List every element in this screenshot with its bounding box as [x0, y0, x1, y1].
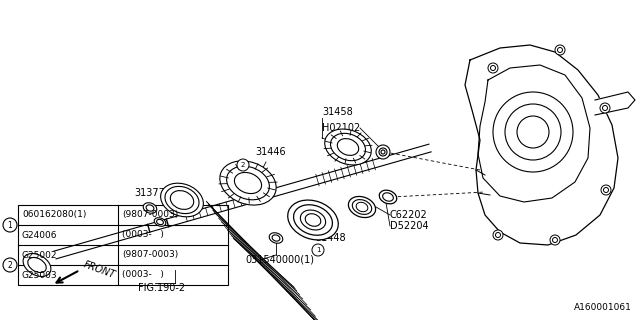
- Ellipse shape: [383, 193, 394, 201]
- Circle shape: [555, 45, 565, 55]
- Text: FRONT: FRONT: [82, 260, 116, 280]
- Ellipse shape: [28, 258, 46, 273]
- Text: G24006: G24006: [22, 230, 58, 239]
- Ellipse shape: [337, 139, 358, 156]
- Text: (9807-0003): (9807-0003): [122, 211, 179, 220]
- Circle shape: [379, 148, 387, 156]
- Circle shape: [237, 159, 249, 171]
- Circle shape: [3, 258, 17, 272]
- Text: H02102: H02102: [322, 123, 360, 133]
- Text: D52204: D52204: [390, 221, 429, 231]
- Ellipse shape: [305, 214, 321, 226]
- Circle shape: [602, 106, 607, 110]
- Circle shape: [505, 104, 561, 160]
- Ellipse shape: [300, 210, 326, 230]
- Polygon shape: [595, 92, 635, 115]
- Ellipse shape: [352, 200, 372, 214]
- Ellipse shape: [234, 172, 262, 194]
- Ellipse shape: [294, 205, 332, 235]
- Ellipse shape: [227, 166, 269, 200]
- Ellipse shape: [272, 235, 280, 241]
- Ellipse shape: [146, 205, 154, 211]
- Ellipse shape: [170, 191, 194, 209]
- Circle shape: [488, 63, 498, 73]
- Text: 1: 1: [316, 247, 320, 253]
- Text: (0003-   ): (0003- ): [122, 230, 164, 239]
- Bar: [18, 205, 228, 285]
- Text: 31448: 31448: [315, 233, 346, 243]
- Text: 31458: 31458: [322, 107, 353, 117]
- Ellipse shape: [143, 203, 157, 213]
- Ellipse shape: [157, 220, 163, 225]
- Ellipse shape: [23, 253, 51, 276]
- Circle shape: [557, 47, 563, 52]
- Circle shape: [552, 237, 557, 243]
- Ellipse shape: [161, 183, 204, 217]
- Circle shape: [376, 145, 390, 159]
- Circle shape: [517, 116, 549, 148]
- Text: 060162080(1): 060162080(1): [22, 211, 86, 220]
- Text: G25003: G25003: [22, 270, 58, 279]
- Circle shape: [601, 185, 611, 195]
- Circle shape: [312, 244, 324, 256]
- Text: 31446: 31446: [255, 147, 285, 157]
- Circle shape: [550, 235, 560, 245]
- Ellipse shape: [288, 200, 339, 240]
- Ellipse shape: [324, 129, 371, 165]
- Ellipse shape: [269, 233, 283, 243]
- Ellipse shape: [348, 196, 376, 218]
- Text: 1: 1: [8, 220, 12, 229]
- Ellipse shape: [330, 133, 365, 161]
- Circle shape: [3, 218, 17, 232]
- Ellipse shape: [380, 190, 397, 204]
- Circle shape: [495, 233, 500, 237]
- Text: FIG.190-2: FIG.190-2: [138, 283, 185, 293]
- Text: 31377: 31377: [134, 188, 165, 198]
- Circle shape: [493, 92, 573, 172]
- Circle shape: [381, 150, 385, 154]
- Text: (9807-0003): (9807-0003): [122, 251, 179, 260]
- Circle shape: [604, 188, 609, 193]
- Text: C62202: C62202: [390, 210, 428, 220]
- Text: G25002: G25002: [22, 251, 58, 260]
- Text: 031540000(1): 031540000(1): [245, 255, 314, 265]
- Ellipse shape: [165, 186, 199, 214]
- Text: A160001061: A160001061: [574, 303, 632, 312]
- Circle shape: [490, 66, 495, 70]
- Ellipse shape: [220, 161, 276, 205]
- Text: 2: 2: [8, 260, 12, 269]
- Text: 2: 2: [241, 162, 245, 168]
- Text: (0003-   ): (0003- ): [122, 270, 164, 279]
- Circle shape: [600, 103, 610, 113]
- Ellipse shape: [356, 202, 368, 212]
- Circle shape: [493, 230, 503, 240]
- Ellipse shape: [154, 218, 166, 226]
